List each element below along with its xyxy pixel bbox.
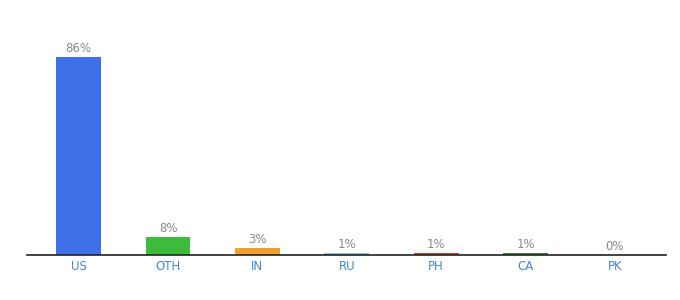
Bar	[56, 57, 101, 255]
Bar	[324, 253, 369, 255]
Text: 1%: 1%	[516, 238, 535, 251]
Bar	[414, 253, 458, 255]
Text: 1%: 1%	[427, 238, 445, 251]
Bar	[235, 248, 279, 255]
Bar	[503, 253, 548, 255]
Text: 3%: 3%	[248, 233, 267, 246]
Bar	[146, 237, 190, 255]
Text: 0%: 0%	[606, 240, 624, 253]
Text: 86%: 86%	[65, 42, 92, 55]
Text: 1%: 1%	[337, 238, 356, 251]
Text: 8%: 8%	[158, 222, 177, 235]
